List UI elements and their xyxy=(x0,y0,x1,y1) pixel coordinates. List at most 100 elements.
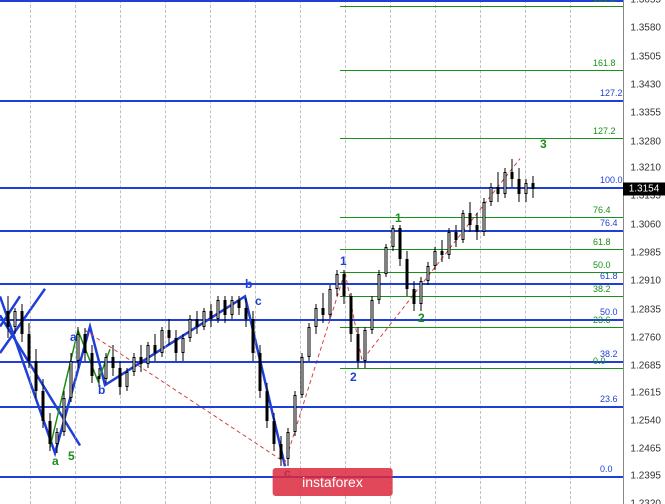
candle xyxy=(236,0,241,504)
y-tick-label: 1.2540 xyxy=(630,415,661,426)
wave-annotation: a xyxy=(70,330,77,344)
candle xyxy=(474,0,479,504)
fib-green-label: 161.8 xyxy=(593,0,621,4)
candle xyxy=(250,0,255,504)
wave-annotation: 2 xyxy=(350,370,357,384)
candle xyxy=(516,0,521,504)
candle xyxy=(460,0,465,504)
candle xyxy=(40,0,45,504)
vgrid-line xyxy=(255,0,256,504)
vgrid-line xyxy=(570,0,571,504)
candle xyxy=(264,0,269,504)
candle xyxy=(243,0,248,504)
candle xyxy=(404,0,409,504)
y-tick-label: 1.3580 xyxy=(630,23,661,34)
y-tick-label: 1.3505 xyxy=(630,51,661,62)
y-tick-label: 1.3210 xyxy=(630,163,661,174)
wave-annotation: 5 xyxy=(68,449,75,463)
fib-blue-label: 100.0 xyxy=(600,175,621,185)
candle xyxy=(152,0,157,504)
candle xyxy=(481,0,486,504)
wave-annotation: 1 xyxy=(395,211,402,225)
y-tick-label: 1.3430 xyxy=(630,79,661,90)
fib-green-label: 161.8 xyxy=(593,58,621,68)
y-tick-label: 1.2760 xyxy=(630,332,661,343)
wave-annotation: c xyxy=(255,294,262,308)
fib-blue-label: 127.2 xyxy=(600,88,621,98)
wave-annotation: a xyxy=(52,454,59,468)
candle xyxy=(61,0,66,504)
candle xyxy=(173,0,178,504)
candle xyxy=(306,0,311,504)
candle xyxy=(68,0,73,504)
candle xyxy=(439,0,444,504)
candle xyxy=(166,0,171,504)
candle xyxy=(229,0,234,504)
candle xyxy=(334,0,339,504)
candle xyxy=(320,0,325,504)
candle xyxy=(313,0,318,504)
fib-green-label: 38.2 xyxy=(593,284,621,294)
candle xyxy=(509,0,514,504)
candle xyxy=(110,0,115,504)
candle xyxy=(5,0,10,504)
y-tick-label: 1.2615 xyxy=(630,387,661,398)
y-tick-label: 1.2685 xyxy=(630,361,661,372)
candle xyxy=(523,0,528,504)
candle xyxy=(96,0,101,504)
fib-green-label: 0.0 xyxy=(593,356,621,366)
candle xyxy=(362,0,367,504)
candle xyxy=(208,0,213,504)
candle xyxy=(75,0,80,504)
candle xyxy=(446,0,451,504)
candle xyxy=(411,0,416,504)
fib-blue-label: 23.6 xyxy=(600,394,621,404)
y-tick-label: 1.2910 xyxy=(630,276,661,287)
candle xyxy=(369,0,374,504)
candle xyxy=(124,0,129,504)
candle xyxy=(187,0,192,504)
y-tick-label: 1.3355 xyxy=(630,108,661,119)
watermark-label: instaforex xyxy=(272,468,393,496)
candle xyxy=(425,0,430,504)
candle xyxy=(194,0,199,504)
candle xyxy=(47,0,52,504)
candle xyxy=(33,0,38,504)
candle xyxy=(180,0,185,504)
candle xyxy=(341,0,346,504)
candle xyxy=(390,0,395,504)
fib-blue-label: 0.0 xyxy=(600,464,621,474)
candle xyxy=(348,0,353,504)
fib-green-label: 61.8 xyxy=(593,237,621,247)
candle xyxy=(299,0,304,504)
candle xyxy=(327,0,332,504)
wave-annotation: b xyxy=(98,383,105,397)
candle xyxy=(383,0,388,504)
fib-green-label: 50.0 xyxy=(593,260,621,270)
candle xyxy=(201,0,206,504)
y-tick-label: 1.3655 xyxy=(630,0,661,6)
candle xyxy=(159,0,164,504)
candle xyxy=(215,0,220,504)
candle xyxy=(502,0,507,504)
candle xyxy=(19,0,24,504)
wave-annotation: 2 xyxy=(418,311,425,325)
candle xyxy=(278,0,283,504)
y-tick-label: 1.3280 xyxy=(630,136,661,147)
fib-green-label: 76.4 xyxy=(593,205,621,215)
y-tick-label: 1.2395 xyxy=(630,470,661,481)
candle xyxy=(54,0,59,504)
candle xyxy=(131,0,136,504)
candle xyxy=(82,0,87,504)
candle xyxy=(222,0,227,504)
candle xyxy=(145,0,150,504)
chart-container: 200.0127.2100.076.461.850.038.223.60.016… xyxy=(0,0,665,504)
fib-green-label: 127.2 xyxy=(593,126,621,136)
plot-area: 200.0127.2100.076.461.850.038.223.60.016… xyxy=(0,0,623,504)
wave-annotation: 3 xyxy=(540,137,547,151)
candle xyxy=(12,0,17,504)
candle xyxy=(453,0,458,504)
candle xyxy=(432,0,437,504)
candle xyxy=(285,0,290,504)
candle xyxy=(292,0,297,504)
